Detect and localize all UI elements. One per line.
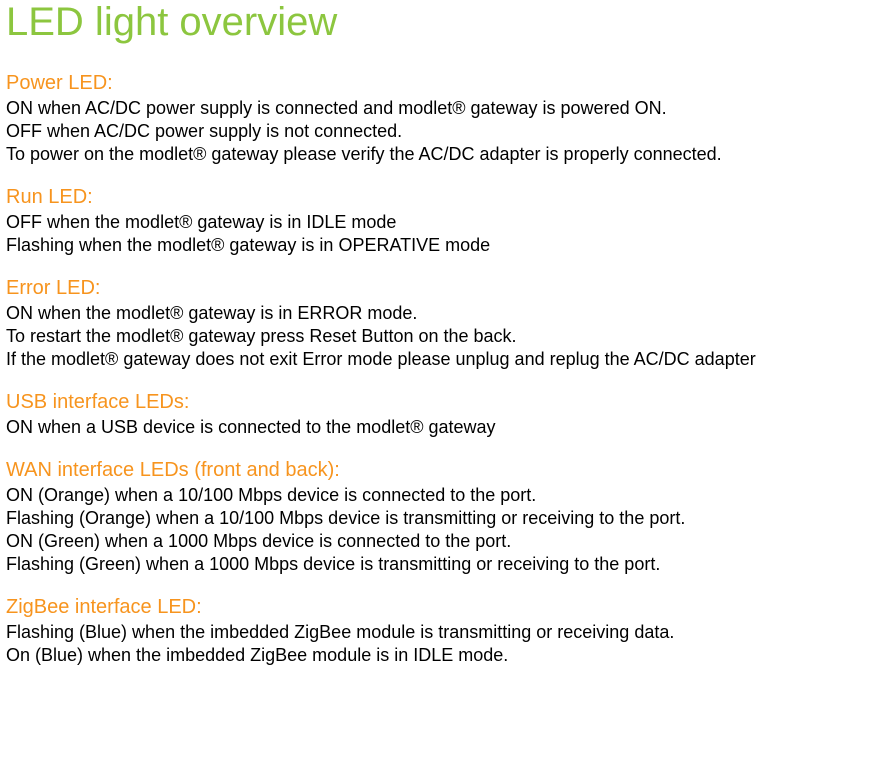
- body-line: On (Blue) when the imbedded ZigBee modul…: [6, 644, 879, 667]
- section-zigbee-led: ZigBee interface LED: Flashing (Blue) wh…: [6, 596, 879, 667]
- body-line: Flashing (Blue) when the imbedded ZigBee…: [6, 621, 879, 644]
- section-heading: USB interface LEDs:: [6, 391, 879, 414]
- section-heading: Run LED:: [6, 186, 879, 209]
- body-line: To restart the modlet® gateway press Res…: [6, 325, 879, 348]
- body-line: ON when AC/DC power supply is connected …: [6, 97, 879, 120]
- section-usb-leds: USB interface LEDs: ON when a USB device…: [6, 391, 879, 439]
- section-heading: Error LED:: [6, 277, 879, 300]
- section-error-led: Error LED: ON when the modlet® gateway i…: [6, 277, 879, 371]
- section-wan-leds: WAN interface LEDs (front and back): ON …: [6, 459, 879, 576]
- body-line: OFF when AC/DC power supply is not conne…: [6, 120, 879, 143]
- section-heading: WAN interface LEDs (front and back):: [6, 459, 879, 482]
- body-line: Flashing (Green) when a 1000 Mbps device…: [6, 553, 879, 576]
- body-line: Flashing when the modlet® gateway is in …: [6, 234, 879, 257]
- section-heading: ZigBee interface LED:: [6, 596, 879, 619]
- body-line: ON when a USB device is connected to the…: [6, 416, 879, 439]
- body-line: To power on the modlet® gateway please v…: [6, 143, 879, 166]
- section-power-led: Power LED: ON when AC/DC power supply is…: [6, 72, 879, 166]
- page-title: LED light overview: [6, 0, 879, 44]
- body-line: ON when the modlet® gateway is in ERROR …: [6, 302, 879, 325]
- section-run-led: Run LED: OFF when the modlet® gateway is…: [6, 186, 879, 257]
- section-heading: Power LED:: [6, 72, 879, 95]
- body-line: If the modlet® gateway does not exit Err…: [6, 348, 879, 371]
- body-line: ON (Green) when a 1000 Mbps device is co…: [6, 530, 879, 553]
- body-line: Flashing (Orange) when a 10/100 Mbps dev…: [6, 507, 879, 530]
- body-line: OFF when the modlet® gateway is in IDLE …: [6, 211, 879, 234]
- body-line: ON (Orange) when a 10/100 Mbps device is…: [6, 484, 879, 507]
